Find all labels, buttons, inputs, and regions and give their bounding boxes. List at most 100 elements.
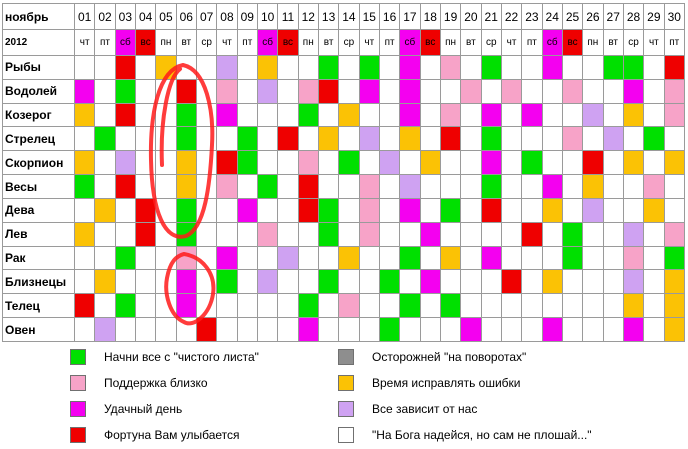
day-cell (582, 150, 604, 176)
day-cell (134, 174, 157, 199)
day-cell (561, 174, 584, 199)
sign-name: Рак (2, 245, 75, 271)
day-cell (94, 221, 116, 247)
day-cell (378, 55, 401, 80)
day-cell (663, 245, 686, 271)
day-cell (439, 102, 462, 128)
weekday-label: сб (256, 29, 279, 56)
day-number: 30 (663, 3, 686, 30)
day-cell (358, 245, 380, 271)
day-cell (338, 102, 360, 128)
day-cell (256, 150, 279, 176)
day-cell (236, 317, 258, 342)
legend-text: "На Бога надейся, но сам не плошай..." (372, 428, 592, 442)
day-cell (521, 317, 543, 342)
day-cell (195, 126, 218, 152)
calendar-table: ноябрь 01 02 03 04 05 06 07 08 09 10 11 12 13 14 15 16 17… (2, 3, 686, 342)
day-cell (561, 126, 584, 152)
day-cell (277, 102, 299, 128)
day-cell (317, 245, 340, 271)
weekday-label: пт (663, 29, 686, 56)
sign-name: Овен (2, 317, 75, 342)
sign-row: Телец (2, 293, 686, 319)
weekday-label: вс (134, 29, 157, 56)
day-cell (521, 245, 543, 271)
day-cell (663, 221, 686, 247)
day-cell (419, 245, 441, 271)
day-number: 05 (155, 3, 177, 30)
day-cell (297, 102, 319, 128)
day-cell (439, 317, 462, 342)
day-cell (73, 78, 96, 104)
day-cell (521, 150, 543, 176)
day-number: 17 (399, 3, 421, 30)
legend: Начни все с "чистого листа" Поддержка бли… (0, 345, 688, 449)
day-cell (73, 150, 96, 176)
day-number: 23 (521, 3, 543, 30)
day-number: 19 (439, 3, 462, 30)
day-cell (73, 126, 96, 152)
day-cell (358, 197, 380, 223)
day-cell (358, 269, 380, 295)
day-cell (114, 197, 136, 223)
day-cell (439, 126, 462, 152)
day-cell (114, 102, 136, 128)
day-cell (256, 197, 279, 223)
day-cell (622, 174, 645, 199)
day-cell (582, 317, 604, 342)
day-cell (94, 174, 116, 199)
day-cell (277, 126, 299, 152)
day-number: 15 (358, 3, 380, 30)
day-cell (114, 245, 136, 271)
day-cell (175, 269, 197, 295)
day-cell (256, 126, 279, 152)
legend-text: Фортуна Вам улыбается (104, 428, 240, 442)
day-cell (643, 197, 665, 223)
day-cell (216, 293, 238, 319)
weekday-label: чт (73, 29, 96, 56)
day-cell (236, 150, 258, 176)
day-cell (582, 221, 604, 247)
legend-swatch (70, 401, 86, 417)
day-cell (358, 150, 380, 176)
day-cell (338, 317, 360, 342)
day-cell (643, 55, 665, 80)
sign-name: Рыбы (2, 55, 75, 80)
day-cell (622, 245, 645, 271)
day-cell (541, 174, 563, 199)
day-cell (399, 126, 421, 152)
day-cell (155, 55, 177, 80)
day-cell (582, 126, 604, 152)
weekday-label: пн (439, 29, 462, 56)
day-cell (480, 126, 502, 152)
day-cell (378, 221, 401, 247)
day-cell (419, 102, 441, 128)
day-cell (602, 55, 624, 80)
day-number: 25 (561, 3, 584, 30)
day-number: 10 (256, 3, 279, 30)
day-cell (256, 221, 279, 247)
day-cell (195, 245, 218, 271)
day-cell (338, 174, 360, 199)
day-cell (500, 293, 523, 319)
day-cell (541, 269, 563, 295)
day-cell (256, 102, 279, 128)
day-number: 14 (338, 3, 360, 30)
day-cell (622, 150, 645, 176)
day-cell (582, 293, 604, 319)
day-cell (663, 150, 686, 176)
legend-swatch (70, 427, 86, 443)
sign-name: Телец (2, 293, 75, 319)
day-cell (643, 174, 665, 199)
day-cell (643, 293, 665, 319)
weekday-label: вс (419, 29, 441, 56)
day-cell (378, 174, 401, 199)
day-cell (317, 197, 340, 223)
weekday-label: пн (155, 29, 177, 56)
sign-row: Скорпион (2, 150, 686, 176)
day-cell (134, 126, 157, 152)
day-cell (643, 150, 665, 176)
day-cell (155, 78, 177, 104)
weekday-label: ср (622, 29, 645, 56)
day-cell (419, 150, 441, 176)
